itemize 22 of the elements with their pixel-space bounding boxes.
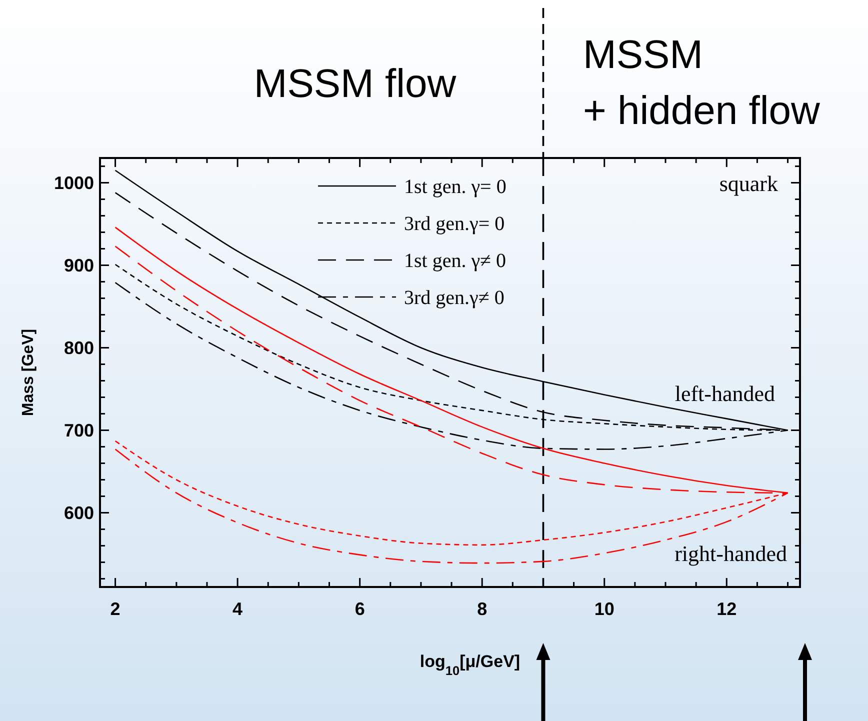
x-tick-label: 4 xyxy=(232,599,243,619)
x-tick-label: 10 xyxy=(594,599,614,619)
legend-label: 1st gen. γ≠ 0 xyxy=(404,250,506,272)
x-axis-title: log$_{10}$[μ/GeV] xyxy=(420,652,520,678)
legend-label: 3rd gen.γ= 0 xyxy=(404,213,505,235)
annotation: right-handed xyxy=(674,541,787,566)
text: MSSM + hidden flow xyxy=(583,33,820,133)
annotation: squark xyxy=(719,171,778,196)
y-tick-label: 900 xyxy=(64,255,94,276)
y-tick-label: 600 xyxy=(64,502,94,523)
x-tick-label: 8 xyxy=(477,599,488,619)
y-axis-title: Mass [GeV] xyxy=(20,328,37,416)
y-tick-label: 700 xyxy=(64,420,94,440)
y-tick-label: 800 xyxy=(64,338,94,358)
y-tick-label: 1000 xyxy=(54,172,94,193)
x-tick-label: 6 xyxy=(354,599,365,619)
legend-label: 3rd gen.γ≠ 0 xyxy=(404,287,504,309)
annotation: left-handed xyxy=(674,381,775,406)
text: MSSM flow xyxy=(254,62,456,106)
x-tick-label: 12 xyxy=(716,599,737,619)
x-tick-label: 2 xyxy=(110,599,120,619)
legend-label: 1st gen. γ= 0 xyxy=(404,176,506,198)
